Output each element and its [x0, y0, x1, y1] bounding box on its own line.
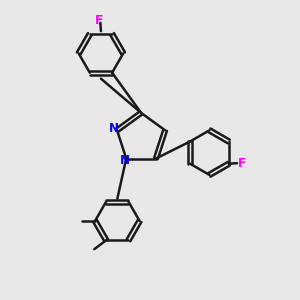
Text: N: N — [120, 154, 130, 166]
Text: F: F — [238, 157, 246, 170]
Text: N: N — [109, 122, 119, 135]
Text: F: F — [95, 14, 104, 27]
